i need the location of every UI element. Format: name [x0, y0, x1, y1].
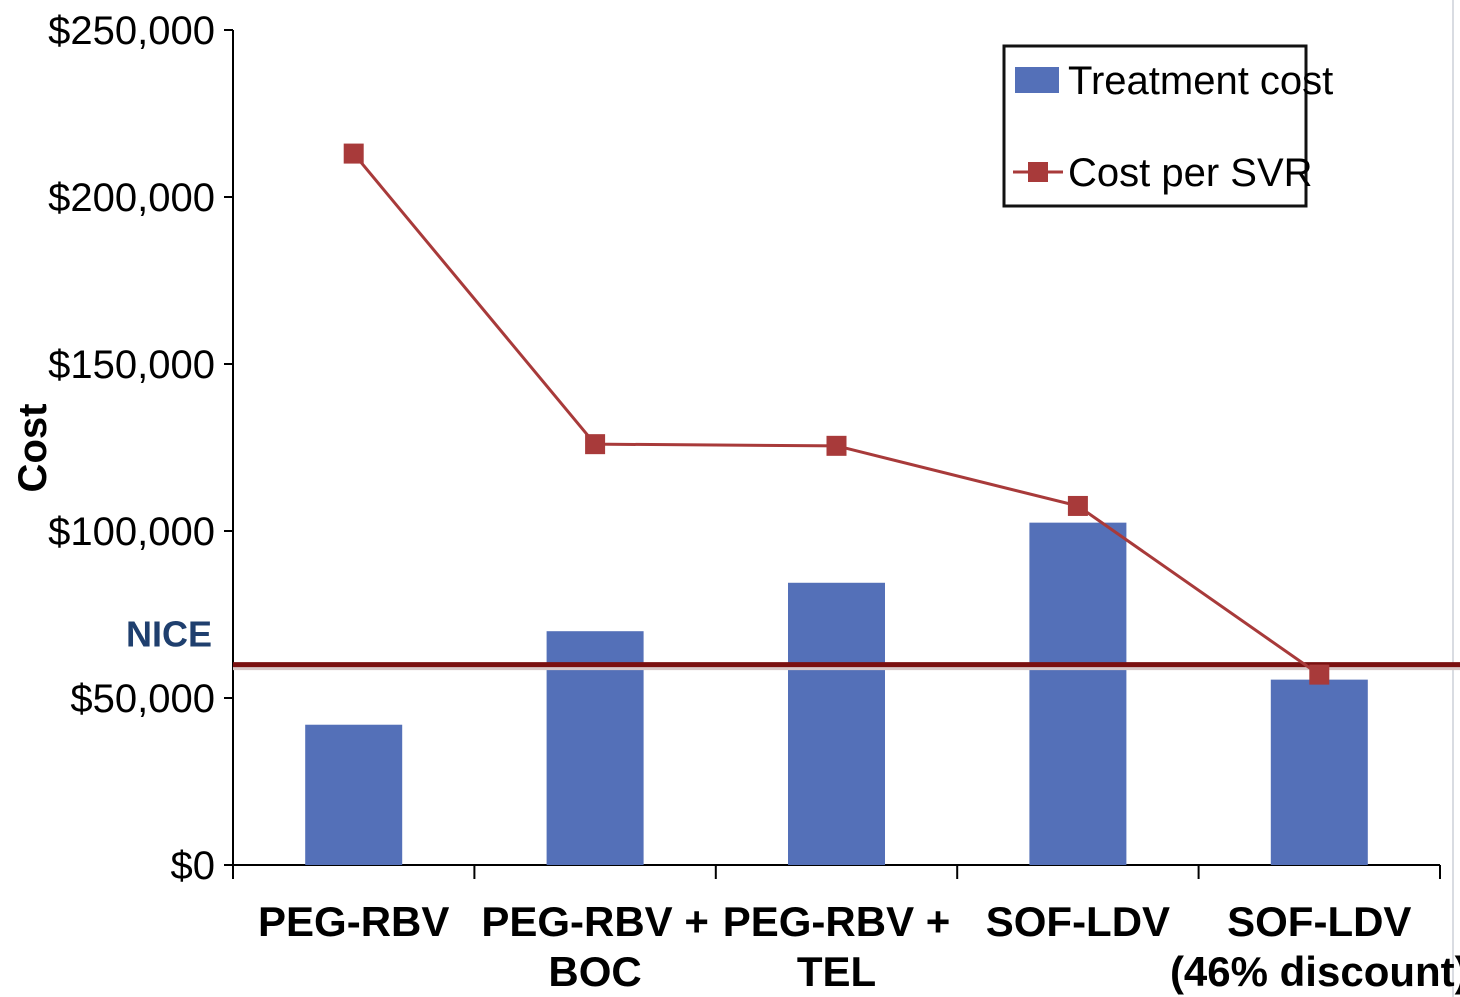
- legend-treatment-cost: Treatment cost: [1068, 59, 1333, 103]
- y-tick-label: $100,000: [48, 510, 215, 554]
- bar-treatment-cost: [1270, 679, 1368, 865]
- bar-treatment-cost: [546, 631, 644, 865]
- x-category-label: SOF-LDV: [1227, 898, 1411, 945]
- cost-per-svr-marker: [1309, 664, 1330, 685]
- cost-per-svr-marker: [585, 434, 606, 455]
- line-series: [343, 143, 1330, 685]
- bar-treatment-cost: [1029, 522, 1127, 865]
- bar-treatment-cost: [788, 582, 885, 865]
- legend: Treatment cost Cost per SVR: [1002, 44, 1333, 208]
- bar-treatment-cost: [305, 724, 403, 865]
- x-category-label: BOC: [548, 948, 641, 995]
- y-tick-label: $250,000: [48, 9, 215, 53]
- y-axis: $0 $50,000 $100,000 $150,000 $200,000 $250,00…: [48, 9, 234, 888]
- x-category-label: PEG-RBV +: [481, 898, 709, 945]
- bar-series: [305, 522, 1368, 865]
- cost-per-svr-marker: [826, 435, 847, 456]
- y-axis-title: Cost: [11, 404, 55, 493]
- x-category-label: (46% discount): [1170, 948, 1460, 995]
- legend-bar-swatch: [1015, 67, 1059, 93]
- x-category-label: PEG-RBV +: [723, 898, 951, 945]
- y-tick-label: $50,000: [70, 677, 215, 721]
- x-category-label: PEG-RBV: [258, 898, 449, 945]
- y-tick-label: $150,000: [48, 343, 215, 387]
- y-tick-label: $200,000: [48, 176, 215, 220]
- legend-square-marker: [1028, 162, 1048, 182]
- reference-line-group: NICE: [126, 614, 1460, 671]
- y-tick-label: $0: [171, 844, 216, 888]
- x-category-label: TEL: [797, 948, 876, 995]
- legend-cost-per-svr: Cost per SVR: [1068, 151, 1313, 195]
- nice-label: NICE: [126, 614, 212, 655]
- cost-per-svr-marker: [1067, 495, 1088, 516]
- x-category-label: SOF-LDV: [986, 898, 1170, 945]
- cost-per-svr-marker: [343, 143, 364, 164]
